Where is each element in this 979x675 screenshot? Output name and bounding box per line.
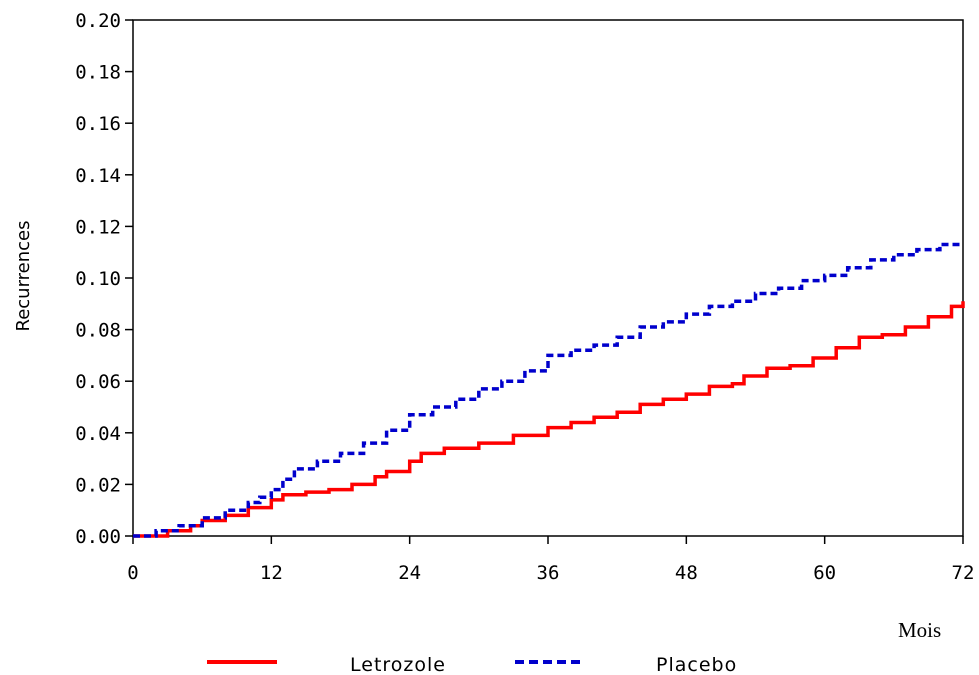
- legend-label-placebo: Placebo: [656, 654, 737, 675]
- y-tick-label: 0.20: [75, 10, 121, 32]
- x-axis-ticks: 0 12 24 36 48 60 72: [127, 536, 974, 584]
- x-tick-label: 72: [952, 562, 975, 584]
- legend-label-letrozole: Letrozole: [350, 654, 446, 675]
- y-axis-ticks: 0.00 0.02 0.04 0.06 0.08 0.10 0.12 0.14 0.16 0.18…: [75, 10, 133, 548]
- y-tick-label: 0.06: [75, 371, 121, 393]
- y-tick-label: 0.08: [75, 320, 121, 342]
- series-layer: [133, 242, 965, 538]
- plot-frame: [132, 19, 964, 537]
- x-tick-label: 12: [260, 562, 283, 584]
- y-tick-label: 0.16: [75, 113, 121, 135]
- x-tick-label: 48: [675, 562, 698, 584]
- legend: Letrozole Placebo: [207, 654, 737, 675]
- series-line-letrozole: [133, 301, 965, 538]
- y-tick-label: 0.00: [75, 526, 121, 548]
- y-tick-label: 0.02: [75, 474, 121, 496]
- y-tick-label: 0.04: [75, 423, 121, 445]
- y-tick-label: 0.10: [75, 268, 121, 290]
- x-tick-label: 0: [127, 562, 138, 584]
- y-tick-label: 0.14: [75, 165, 121, 187]
- x-tick-label: 36: [537, 562, 560, 584]
- y-axis-title: Recurrences: [13, 221, 34, 332]
- x-tick-label: 60: [813, 562, 836, 584]
- x-tick-label: 24: [398, 562, 421, 584]
- plot-border: [132, 19, 964, 537]
- x-axis-title: Mois: [898, 618, 941, 642]
- series-line-placebo: [133, 242, 963, 538]
- y-tick-label: 0.18: [75, 62, 121, 84]
- y-tick-label: 0.12: [75, 216, 121, 238]
